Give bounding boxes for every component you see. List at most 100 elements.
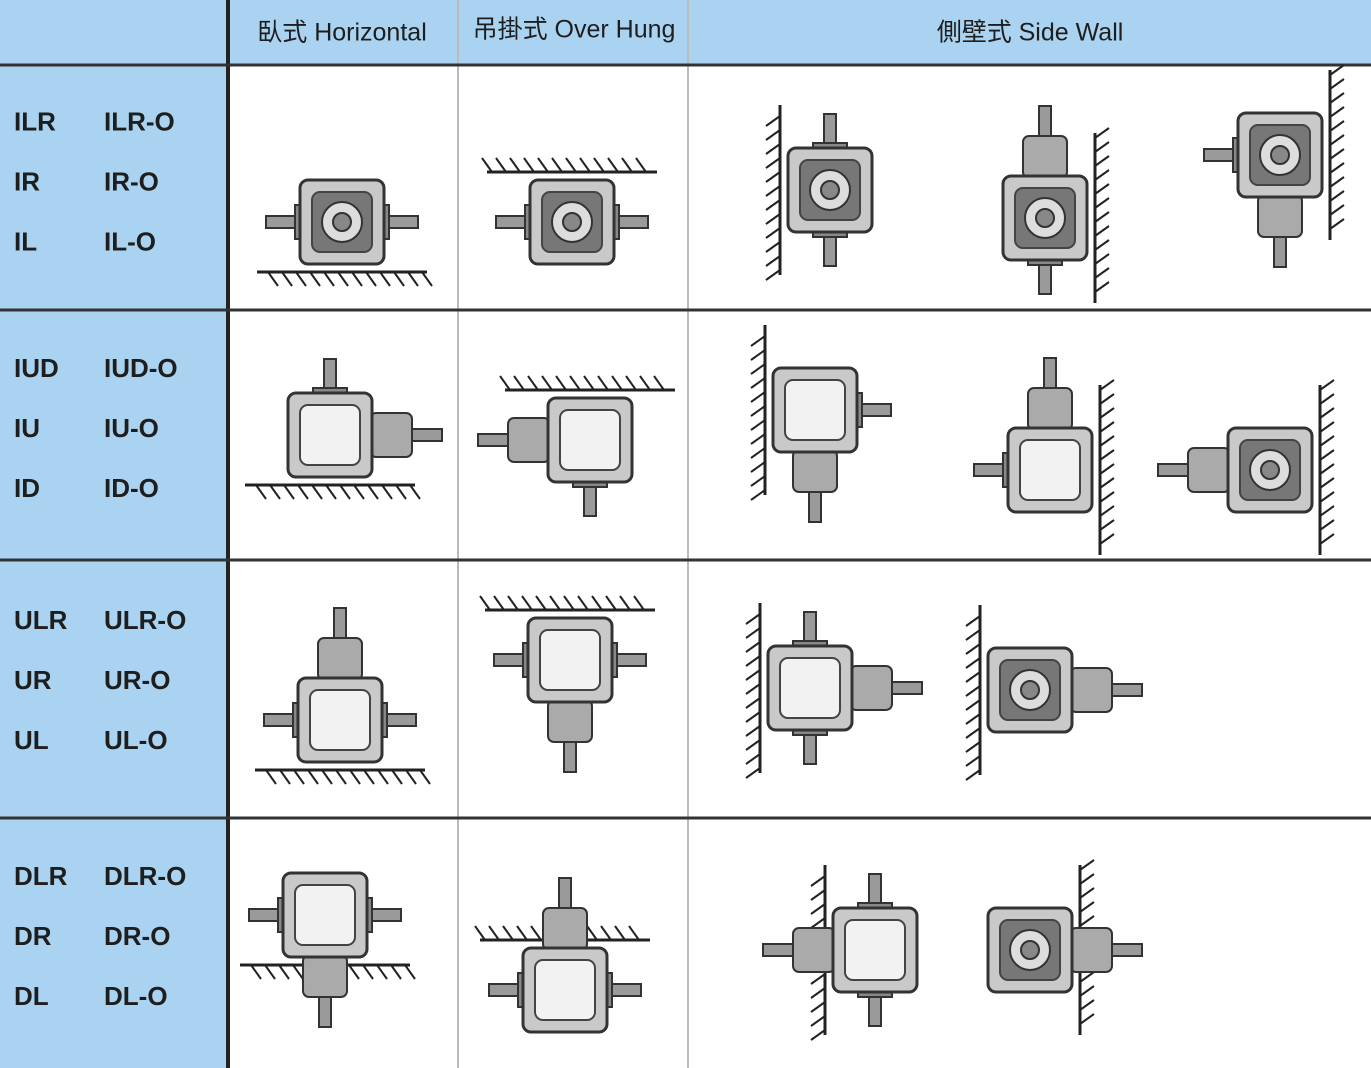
wall-hatch (1329, 176, 1345, 188)
wall-hatch (965, 741, 981, 753)
gearbox-part (542, 877, 588, 951)
wall-hatch (563, 595, 575, 611)
wall-hatch (750, 363, 766, 375)
wall-hatch (391, 769, 403, 785)
code: IUD (14, 353, 59, 383)
code: DLR-O (104, 861, 186, 891)
wall-hatch (810, 973, 826, 985)
code: UL-O (104, 725, 168, 755)
wall-hatch (750, 475, 766, 487)
wall-hatch (1329, 78, 1345, 90)
wall-hatch (481, 157, 493, 173)
bearing-core (1260, 460, 1280, 480)
wall-hatch (541, 375, 553, 391)
wall-hatch (297, 484, 309, 500)
wall-hatch (810, 1001, 826, 1013)
gearbox-part (849, 665, 923, 711)
wall-hatch (625, 375, 637, 391)
wall-hatch (750, 377, 766, 389)
gearbox-icon (762, 865, 919, 1041)
gearbox-icon (481, 157, 657, 266)
wall-hatch (1329, 162, 1345, 174)
shaft (318, 996, 332, 1028)
shaft (1273, 236, 1287, 268)
wall-hatch (1094, 267, 1110, 279)
extension (507, 417, 551, 463)
gearbox-part (257, 270, 433, 287)
wall-hatch (335, 769, 347, 785)
gearbox-part (1098, 379, 1115, 555)
wall-hatch (1319, 463, 1335, 475)
bearing-core (1035, 208, 1055, 228)
gearbox-part (245, 483, 421, 500)
wall-hatch (1099, 533, 1115, 545)
shaft (1038, 105, 1052, 137)
wall-hatch (1319, 449, 1335, 461)
wall-hatch (810, 903, 826, 915)
housing-face (299, 404, 361, 466)
code: DL (14, 981, 49, 1011)
wall-hatch (1099, 463, 1115, 475)
wall-hatch (365, 271, 377, 287)
wall-hatch (611, 375, 623, 391)
wall-hatch (521, 595, 533, 611)
gearbox-icon (257, 178, 433, 287)
wall-hatch (745, 613, 761, 625)
wall-hatch (593, 157, 605, 173)
extension (849, 665, 893, 711)
wall-hatch (409, 484, 421, 500)
gearbox-part (255, 768, 431, 785)
gearbox-icon (973, 357, 1115, 555)
wall-hatch (965, 643, 981, 655)
wall-hatch (516, 925, 528, 941)
extension (317, 637, 363, 681)
housing-face (779, 657, 841, 719)
wall-hatch (745, 739, 761, 751)
wall-hatch (765, 129, 781, 141)
code: ID (14, 473, 40, 503)
bearing-core (562, 212, 582, 232)
wall-hatch (965, 769, 981, 781)
wall-hatch (1079, 999, 1095, 1011)
housing-face (534, 959, 596, 1021)
wall-hatch (349, 769, 361, 785)
gearbox-icon (965, 605, 1143, 781)
wall-hatch (405, 769, 417, 785)
wall-hatch (745, 767, 761, 779)
wall-hatch (309, 271, 321, 287)
code: ULR (14, 605, 68, 635)
wall-hatch (523, 157, 535, 173)
wall-hatch (1099, 505, 1115, 517)
gearbox-icon (255, 607, 431, 785)
gearbox-icon (1157, 379, 1335, 555)
wall-hatch (493, 595, 505, 611)
wall-hatch (1094, 253, 1110, 265)
wall-hatch (549, 595, 561, 611)
wall-hatch (379, 271, 391, 287)
gearbox-icon (1203, 64, 1345, 268)
wall-hatch (407, 271, 419, 287)
wall-hatch (750, 489, 766, 501)
code: IL (14, 227, 37, 257)
wall-hatch (1329, 106, 1345, 118)
code: IR-O (104, 167, 159, 197)
wall-hatch (267, 271, 279, 287)
wall-hatch (551, 157, 563, 173)
wall-hatch (1329, 218, 1345, 230)
wall-hatch (605, 595, 617, 611)
extension (369, 412, 413, 458)
wall-hatch (745, 683, 761, 695)
wall-hatch (965, 629, 981, 641)
wall-hatch (1319, 477, 1335, 489)
gearbox-icon (1001, 105, 1110, 303)
wall-hatch (750, 335, 766, 347)
wall-hatch (810, 987, 826, 999)
shaft (891, 681, 923, 695)
housing-face (784, 379, 846, 441)
wall-hatch (765, 213, 781, 225)
wall-hatch (353, 484, 365, 500)
header-over-hung: 吊掛式 Over Hung (473, 16, 676, 44)
shaft (808, 491, 822, 523)
wall-hatch (750, 461, 766, 473)
gearbox-icon (765, 105, 874, 281)
